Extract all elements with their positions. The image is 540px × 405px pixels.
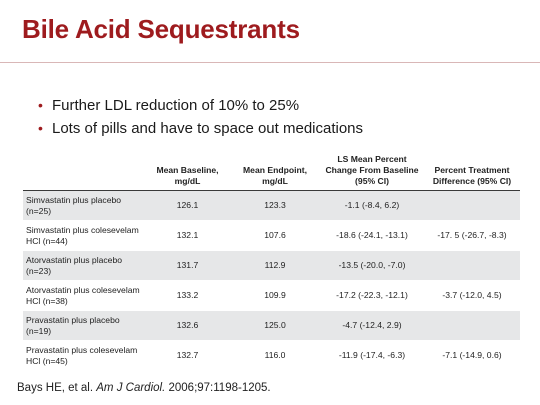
table-row: Atorvastatin plus colesevelam HCl (n=38)… [23, 280, 520, 311]
slide-title: Bile Acid Sequestrants [22, 14, 300, 44]
cell-endpoint: 116.0 [230, 340, 320, 371]
cell-endpoint: 109.9 [230, 280, 320, 311]
citation: Bays HE, et al. Am J Cardiol. 2006;97:11… [17, 382, 271, 394]
bullet-item: • Lots of pills and have to space out med… [38, 117, 363, 140]
table-row: Pravastatin plus placebo (n=19) 132.6 12… [23, 310, 520, 341]
cell-change: -17.2 (-22.3, -12.1) [320, 280, 424, 311]
results-table: Mean Baseline, mg/dL Mean Endpoint, mg/d… [23, 154, 520, 371]
cell-baseline: 132.1 [145, 220, 230, 251]
cell-change: -13.5 (-20.0, -7.0) [320, 250, 424, 281]
cell-difference: -3.7 (-12.0, 4.5) [424, 280, 520, 311]
cell-change: -11.9 (-17.4, -6.3) [320, 340, 424, 371]
table-row: Pravastatin plus colesevelam HCl (n=45) … [23, 340, 520, 371]
bullet-text: Further LDL reduction of 10% to 25% [52, 97, 300, 114]
bullet-dot-icon: • [38, 97, 43, 113]
cell-baseline: 132.7 [145, 340, 230, 371]
cell-difference [424, 310, 520, 341]
table-header-row: Mean Baseline, mg/dL Mean Endpoint, mg/d… [23, 154, 520, 191]
header-treatment-difference: Percent Treatment Difference (95% CI) [424, 154, 520, 191]
bullet-list: • Further LDL reduction of 10% to 25% • Lo… [38, 94, 363, 140]
citation-journal: Am J Cardiol. [96, 382, 166, 394]
row-label: Simvastatin plus colesevelam HCl (n=44) [23, 220, 145, 251]
row-label: Atorvastatin plus colesevelam HCl (n=38) [23, 280, 145, 311]
cell-baseline: 131.7 [145, 250, 230, 281]
table-row: Simvastatin plus colesevelam HCl (n=44) … [23, 220, 520, 251]
citation-details: 2006;97:1198-1205. [165, 382, 271, 394]
table-row: Atorvastatin plus placebo (n=23) 131.7 1… [23, 250, 520, 281]
cell-endpoint: 107.6 [230, 220, 320, 251]
row-label: Atorvastatin plus placebo (n=23) [23, 250, 145, 281]
cell-difference: -7.1 (-14.9, 0.6) [424, 340, 520, 371]
row-label: Pravastatin plus placebo (n=19) [23, 310, 145, 341]
cell-endpoint: 112.9 [230, 250, 320, 281]
cell-difference: -17. 5 (-26.7, -8.3) [424, 220, 520, 251]
header-mean-endpoint: Mean Endpoint, mg/dL [230, 154, 320, 191]
cell-baseline: 132.6 [145, 310, 230, 341]
cell-baseline: 126.1 [145, 190, 230, 221]
row-label: Simvastatin plus placebo (n=25) [23, 190, 145, 221]
header-mean-baseline: Mean Baseline, mg/dL [145, 154, 230, 191]
bullet-item: • Further LDL reduction of 10% to 25% [38, 94, 363, 117]
header-group [23, 154, 145, 191]
cell-endpoint: 123.3 [230, 190, 320, 221]
cell-baseline: 133.2 [145, 280, 230, 311]
cell-difference [424, 250, 520, 281]
table-row: Simvastatin plus placebo (n=25) 126.1 12… [23, 190, 520, 221]
title-divider [0, 62, 540, 63]
citation-authors: Bays HE, et al. [17, 382, 97, 394]
header-ls-mean-change: LS Mean Percent Change From Baseline (95… [320, 154, 424, 191]
row-label: Pravastatin plus colesevelam HCl (n=45) [23, 340, 145, 371]
cell-change: -18.6 (-24.1, -13.1) [320, 220, 424, 251]
bullet-dot-icon: • [38, 120, 43, 136]
cell-endpoint: 125.0 [230, 310, 320, 341]
cell-change: -1.1 (-8.4, 6.2) [320, 190, 424, 221]
cell-difference [424, 190, 520, 221]
bullet-text: Lots of pills and have to space out medi… [52, 120, 364, 137]
cell-change: -4.7 (-12.4, 2.9) [320, 310, 424, 341]
